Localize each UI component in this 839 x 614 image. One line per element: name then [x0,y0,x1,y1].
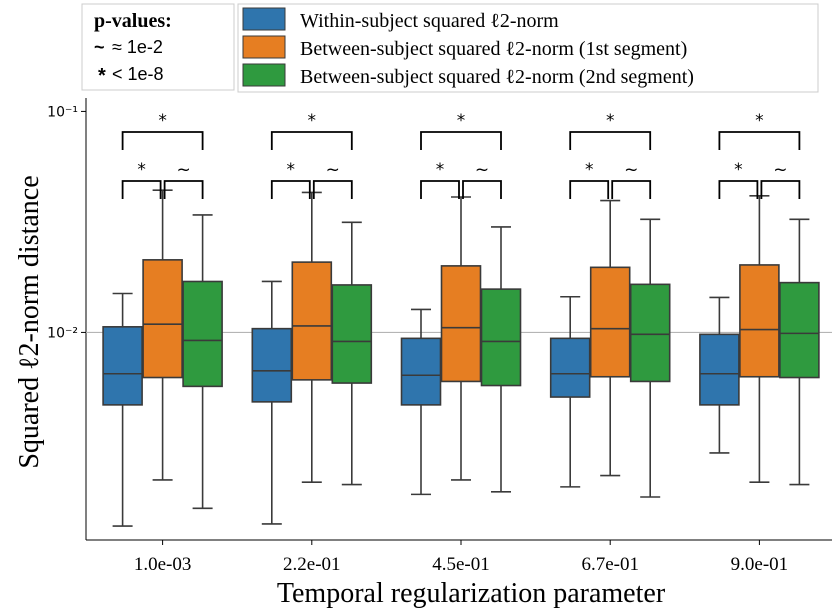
sig-bracket-g0-2 [163,180,204,199]
sig-symbol-g3-0: * [606,111,615,131]
box-g4-s0 [699,333,740,406]
x-tick-label-0: 1.0e-03 [134,554,192,575]
sig-symbol-g2-0: * [457,111,466,131]
pvalue-legend-title: p-values: [94,10,172,32]
box-g2-s1 [440,265,482,383]
sig-bracket-g1-0 [270,131,353,150]
sig-bracket-g4-2 [760,180,801,199]
x-tick-label-1: 2.2e-01 [283,554,341,575]
x-tick-label-4: 9.0e-01 [731,554,789,575]
sig-bracket-g1-1 [270,180,311,199]
sig-symbol-g4-1: * [734,160,743,180]
box-g0-s2 [182,280,223,388]
y-tick-label-1: 10⁻² [47,325,78,341]
sig-bracket-g2-2 [462,180,502,199]
legend-swatch-between2 [242,63,286,87]
y-axis-label: Squared ℓ2-norm distance [14,175,45,468]
legend-swatch-between1 [242,35,286,59]
box-g2-s2 [480,288,522,387]
sig-bracket-g3-2 [611,180,652,199]
box-g0-s1 [142,259,183,379]
sig-bracket-g4-0 [718,131,801,150]
box-g1-s1 [291,261,333,381]
sig-symbol-g0-2: ~ [176,160,190,180]
legend-label-between2: Between-subject squared ℓ2-norm (2nd seg… [300,66,694,88]
sig-bracket-g2-1 [420,180,460,199]
sig-symbol-g0-1: * [137,160,146,180]
y-tick-label-0: 10⁻¹ [47,104,78,120]
box-g1-s2 [331,284,373,384]
sig-symbol-g0-0: * [158,111,167,131]
series-legend: Within-subject squared ℓ2-norm Between-s… [237,3,819,93]
sig-bracket-g0-0 [121,131,204,150]
sig-symbol-g4-0: * [755,111,764,131]
box-g3-s2 [629,283,671,383]
x-axis-label: Temporal regularization parameter [277,578,666,609]
pvalue-legend-star-symbol: * [98,65,106,87]
box-g3-s0 [549,337,591,398]
pvalue-legend: p-values: ~ ≈ 1e-2 * < 1e-8 [81,3,235,91]
pvalue-legend-tilde-text: ≈ 1e-2 [112,37,163,57]
pvalue-legend-tilde-symbol: ~ [94,37,105,57]
legend-label-between1: Between-subject squared ℓ2-norm (1st seg… [300,38,687,60]
series-legend-frame [237,3,819,93]
sig-symbol-g2-2: ~ [475,160,489,180]
box-g3-s1 [589,266,631,378]
box-g4-s2 [779,281,820,379]
box-g2-s0 [400,337,442,406]
sig-symbol-g1-2: ~ [326,160,340,180]
sig-symbol-g3-2: ~ [624,160,638,180]
x-tick-label-3: 6.7e-01 [581,554,639,575]
sig-symbol-g1-1: * [287,160,296,180]
sig-bracket-g4-1 [718,180,759,199]
legend-swatch-within [242,7,286,31]
x-tick-label-2: 4.5e-01 [432,554,490,575]
sig-bracket-g3-0 [569,131,652,150]
sig-bracket-g1-2 [312,180,353,199]
box-g1-s0 [251,327,293,403]
box-g0-s0 [102,326,143,406]
pvalue-legend-star-text: < 1e-8 [112,64,164,84]
sig-bracket-g2-0 [420,131,502,150]
sig-symbol-g2-1: * [436,160,445,180]
sig-bracket-g0-1 [121,180,162,199]
sig-bracket-g3-1 [569,180,610,199]
sig-symbol-g1-0: * [308,111,317,131]
box-g4-s1 [739,264,780,378]
legend-label-within: Within-subject squared ℓ2-norm [300,10,559,32]
plot-area: 10⁻¹ 10⁻² 1.0e-03 * * ~2.2e-01 * * ~4.5e-01 * * ~6.… [47,98,832,575]
sig-symbol-g4-2: ~ [773,160,787,180]
sig-symbol-g3-1: * [585,160,594,180]
pvalue-legend-frame [81,3,235,91]
